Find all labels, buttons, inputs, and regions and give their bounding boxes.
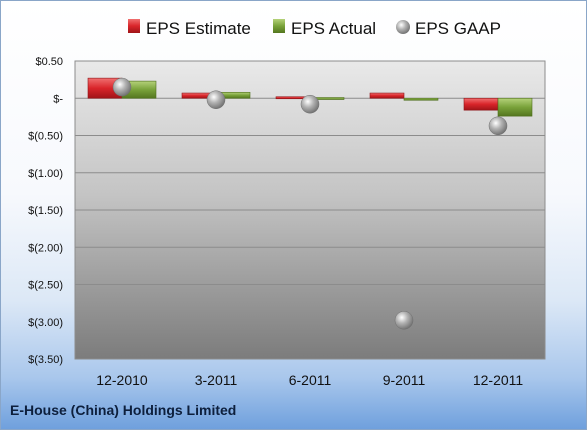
y-tick-label: $(3.50)	[28, 354, 63, 366]
bar-eps-estimate	[463, 97, 499, 111]
y-axis-ticks: $0.50 $- $(0.50) $(1.00) $(1.50) $(2.00) $(2.5…	[28, 56, 63, 366]
point-eps-gaap	[206, 90, 226, 109]
y-tick-label: $(3.00)	[28, 317, 63, 329]
x-axis-ticks: 12-2010 3-2011 6-2011 9-2011 12-2011	[96, 372, 523, 388]
legend-label-actual: EPS Actual	[291, 19, 376, 38]
y-tick-label: $(1.00)	[28, 168, 63, 180]
legend-label-estimate: EPS Estimate	[146, 19, 251, 38]
legend-swatch-actual	[273, 19, 285, 33]
gaap-points	[112, 77, 508, 330]
point-eps-gaap	[488, 116, 508, 136]
y-tick-label: $-	[53, 93, 63, 105]
bar-eps-actual	[403, 97, 439, 101]
legend-label-gaap: EPS GAAP	[415, 19, 501, 38]
x-tick-label: 3-2011	[195, 372, 238, 388]
x-tick-label: 9-2011	[383, 372, 426, 388]
company-name: E-House (China) Holdings Limited	[10, 402, 237, 418]
legend-swatch-estimate	[128, 19, 140, 33]
point-eps-gaap	[112, 77, 132, 97]
y-tick-label: $(0.50)	[28, 131, 63, 143]
x-tick-label: 6-2011	[289, 372, 332, 388]
y-tick-label: $(2.50)	[28, 280, 63, 292]
x-tick-label: 12-2011	[473, 372, 524, 388]
bars	[87, 77, 533, 117]
y-tick-label: $(1.50)	[28, 205, 63, 217]
point-eps-gaap	[300, 94, 320, 114]
gridlines	[75, 97, 545, 323]
legend-swatch-gaap	[396, 20, 410, 34]
y-tick-label: $0.50	[35, 56, 63, 68]
y-tick-label: $(2.00)	[28, 242, 63, 254]
legend: EPS Estimate EPS Actual EPS GAAP	[128, 19, 501, 38]
x-tick-label: 12-2010	[96, 372, 148, 388]
bar-eps-actual	[497, 97, 533, 117]
point-eps-gaap	[394, 311, 414, 330]
bar-eps-estimate	[369, 92, 405, 99]
